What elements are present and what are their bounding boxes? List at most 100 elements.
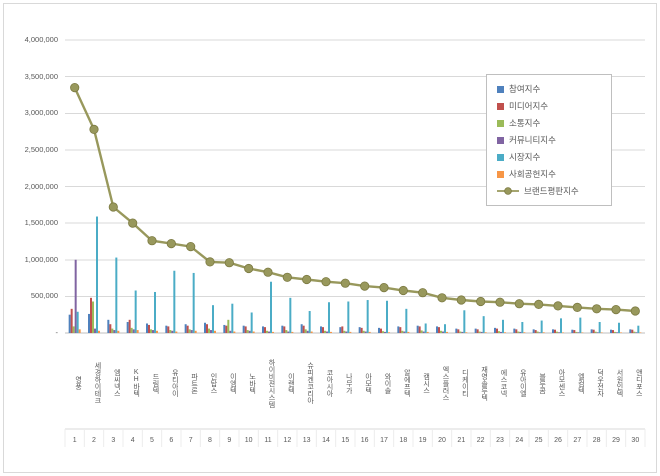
- bar-커뮤니티지수: [268, 331, 270, 334]
- bar-사회공헌지수: [175, 331, 178, 334]
- bar-소통지수: [498, 331, 500, 333]
- bar-참여지수: [204, 322, 206, 334]
- data-point: [70, 83, 80, 93]
- legend-item: 참여지수: [497, 84, 601, 94]
- bar-시장지수: [96, 216, 98, 333]
- legend-swatch-icon: [497, 85, 504, 93]
- bar-시장지수: [289, 297, 292, 333]
- data-point: [437, 293, 447, 303]
- bar-소통지수: [459, 331, 462, 334]
- rank-label: 11: [264, 436, 272, 444]
- category-label: 덕우전자: [596, 369, 604, 397]
- legend-swatch-icon: [497, 170, 504, 178]
- data-point: [321, 277, 331, 287]
- bar-사회공헌지수: [562, 332, 564, 333]
- bar-참여지수: [107, 319, 110, 333]
- legend-label: 미디어지수: [509, 101, 549, 111]
- rank-label: 20: [438, 436, 446, 444]
- bar-소통지수: [227, 319, 230, 333]
- bar-커뮤니티지수: [326, 331, 328, 334]
- bar-참여지수: [165, 325, 168, 334]
- data-point: [592, 304, 602, 314]
- bar-소통지수: [401, 330, 404, 333]
- bar-소통지수: [382, 331, 384, 333]
- rank-label: 27: [573, 436, 582, 444]
- category-label: 엠씨넥스: [113, 369, 121, 397]
- rank-label: 10: [244, 436, 253, 444]
- category-label: 캠시스: [422, 372, 430, 394]
- bar-커뮤니티지수: [229, 330, 232, 333]
- bar-시장지수: [637, 325, 640, 334]
- bar-미디어지수: [322, 327, 324, 333]
- category-label: 세경하이테크: [94, 362, 101, 404]
- bar-사회공헌지수: [98, 330, 100, 333]
- bar-커뮤니티지수: [345, 331, 348, 334]
- bar-커뮤니티지수: [171, 330, 174, 333]
- category-label: 엑스플러스: [442, 365, 449, 401]
- category-label: 아모센스: [558, 369, 565, 397]
- rank-label: 26: [554, 436, 562, 444]
- rank-label: 6: [169, 436, 174, 444]
- y-tick-label: 3,500,000: [24, 71, 58, 81]
- bar-사회공헌지수: [600, 332, 603, 333]
- bar-사회공헌지수: [291, 331, 294, 333]
- bar-커뮤니티지수: [538, 332, 541, 333]
- bar-미디어지수: [302, 325, 305, 334]
- legend-label: 참여지수: [509, 84, 541, 94]
- bar-시장지수: [231, 303, 234, 333]
- data-point: [572, 302, 582, 312]
- bar-사회공헌지수: [233, 331, 236, 334]
- bar-사회공헌지수: [504, 332, 506, 333]
- category-label: 엘컴텍: [577, 372, 585, 394]
- bar-소통지수: [575, 331, 578, 333]
- data-point: [418, 288, 428, 298]
- bar-참여지수: [571, 329, 574, 333]
- bar-소통지수: [478, 331, 481, 334]
- bar-미디어지수: [244, 326, 247, 333]
- bar-시장지수: [250, 312, 253, 333]
- rank-label: 23: [496, 436, 504, 444]
- bar-사회공헌지수: [330, 331, 332, 333]
- legend-swatch-icon: [497, 102, 504, 110]
- category-label: 알에프텍: [403, 369, 411, 397]
- bar-사회공헌지수: [620, 332, 622, 333]
- bar-미디어지수: [438, 327, 440, 333]
- bar-시장지수: [173, 270, 176, 333]
- bar-미디어지수: [399, 327, 402, 333]
- bar-소통지수: [614, 331, 616, 333]
- bar-시장지수: [560, 318, 562, 333]
- rank-label: 9: [227, 436, 232, 444]
- bar-참여지수: [242, 325, 245, 334]
- bar-사회공헌지수: [214, 330, 216, 333]
- category-label: 슈피겐코리아: [306, 362, 314, 404]
- data-point: [495, 297, 505, 307]
- y-tick-label: -: [55, 328, 59, 337]
- bar-시장지수: [482, 316, 485, 333]
- bar-소통지수: [246, 330, 249, 333]
- bar-사회공헌지수: [542, 332, 545, 333]
- rank-label: 8: [208, 436, 212, 444]
- bar-사회공헌지수: [349, 331, 352, 333]
- rank-label: 13: [302, 436, 311, 444]
- bar-소통지수: [517, 331, 520, 334]
- category-label: 드림텍: [152, 372, 159, 394]
- legend-item: 미디어지수: [497, 101, 601, 111]
- category-label: 영풍: [74, 376, 82, 390]
- category-label: 와이솔: [384, 372, 391, 394]
- legend: 참여지수 미디어지수 소통지수 커뮤니티지수 시장지수 사회공헌지수 브랜드평판지수: [486, 74, 612, 206]
- bar-미디어지수: [496, 328, 498, 333]
- bar-참여지수: [610, 329, 612, 333]
- bar-미디어지수: [418, 326, 421, 333]
- rank-label: 21: [457, 436, 466, 444]
- y-tick-label: 3,000,000: [24, 108, 58, 118]
- bar-미디어지수: [573, 330, 576, 333]
- category-label: 재영솔루텍: [480, 365, 488, 401]
- bar-커뮤니티지수: [577, 332, 580, 333]
- bar-사회공헌지수: [446, 331, 448, 333]
- bar-미디어지수: [186, 325, 189, 334]
- bar-미디어지수: [167, 326, 170, 333]
- rank-label: 17: [380, 436, 388, 444]
- bar-커뮤니티지수: [461, 331, 464, 333]
- bar-사회공헌지수: [78, 329, 81, 333]
